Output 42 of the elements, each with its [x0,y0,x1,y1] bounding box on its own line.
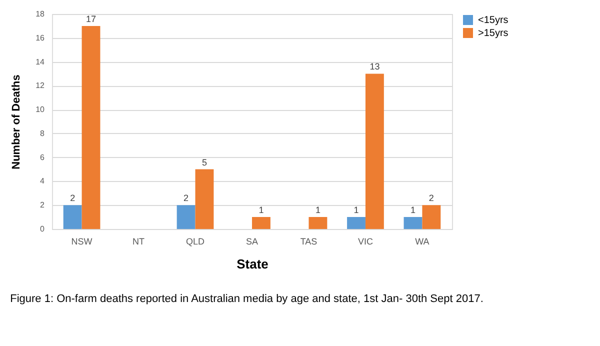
y-tick-label: 16 [36,33,46,42]
data-label: 1 [258,205,264,216]
data-label: 2 [70,193,76,204]
bar [404,217,422,229]
y-tick-label: 4 [40,176,46,186]
x-tick-label: WA [415,236,430,246]
data-label: 17 [86,14,96,24]
y-tick-label: 0 [40,224,46,234]
y-tick-label: 2 [40,200,46,210]
y-axis-title: Number of Deaths [10,74,23,170]
x-tick-label: QLD [186,236,206,246]
x-tick-label: TAS [300,236,318,246]
bar [308,217,328,229]
y-tick-label: 18 [36,10,46,18]
data-label: 2 [428,193,434,204]
x-tick-label: NT [132,236,146,246]
bar [176,205,196,229]
bar [63,205,82,229]
bar [347,217,366,229]
bar [422,205,441,229]
x-tick-label: SA [246,236,258,246]
legend-label: <15yrs [478,15,508,26]
y-tick-label: 12 [36,81,46,90]
caption: Figure 1: On-farm deaths reported in Australian media by age and state, 1st Jan- 30th Sept 2017. [10,293,484,305]
legend-label: >15yrs [478,28,508,39]
data-label: 13 [370,62,380,72]
y-tick-label: 14 [36,57,46,66]
y-tick-label: 6 [40,152,46,162]
x-tick-label: VIC [358,236,374,246]
bar [82,26,100,229]
data-label: 1 [410,205,416,216]
data-label: 2 [184,193,189,204]
y-tick-label: 8 [40,128,46,138]
data-label: 1 [315,205,320,216]
bar [195,169,214,229]
x-axis-title: State [236,256,268,272]
data-label: 1 [354,205,359,216]
x-tick-label: NSW [71,236,93,246]
bar [252,217,270,229]
data-label: 5 [202,157,207,168]
bar [365,74,384,229]
y-tick-label: 10 [36,105,46,114]
